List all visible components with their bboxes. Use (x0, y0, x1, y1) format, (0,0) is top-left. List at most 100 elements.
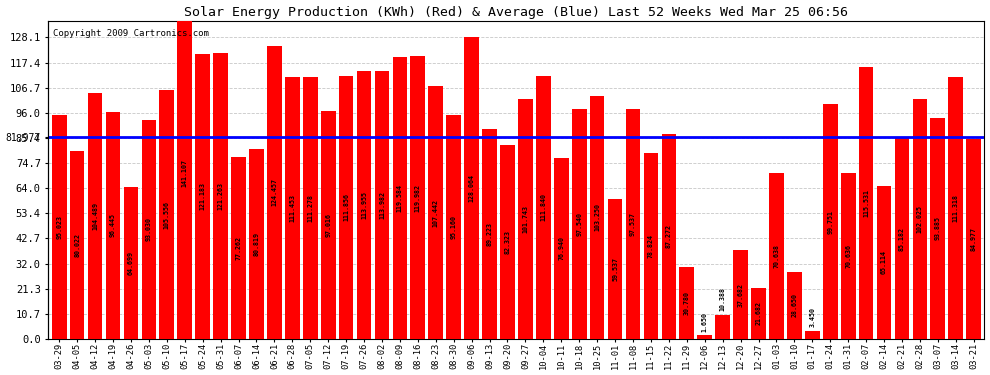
Text: 70.638: 70.638 (773, 244, 779, 268)
Text: 59.537: 59.537 (612, 257, 618, 281)
Bar (231, 157, 246, 339)
Text: 82.323: 82.323 (505, 230, 511, 254)
Bar (787, 272, 802, 339)
Text: 30.780: 30.780 (684, 291, 690, 315)
Bar (267, 46, 282, 339)
Bar (734, 250, 747, 339)
Text: 111.278: 111.278 (307, 194, 313, 222)
Text: 93.885: 93.885 (935, 216, 940, 240)
Text: 95.023: 95.023 (56, 215, 62, 239)
Text: 103.250: 103.250 (594, 204, 600, 231)
Text: 102.025: 102.025 (917, 205, 923, 233)
Bar (124, 187, 139, 339)
Text: 78.824: 78.824 (647, 234, 654, 258)
Text: 128.064: 128.064 (468, 174, 474, 202)
Text: 95.160: 95.160 (450, 215, 456, 239)
Text: 21.682: 21.682 (755, 302, 761, 326)
Bar (429, 86, 444, 339)
Text: 119.982: 119.982 (415, 184, 421, 212)
Text: 107.442: 107.442 (433, 198, 439, 226)
Text: 115.531: 115.531 (863, 189, 869, 217)
Text: 64.699: 64.699 (128, 251, 134, 275)
Bar (374, 70, 389, 339)
Text: 77.262: 77.262 (236, 236, 242, 260)
Bar (446, 115, 461, 339)
Bar (554, 158, 568, 339)
Text: 111.856: 111.856 (344, 194, 349, 221)
Bar (895, 138, 909, 339)
Text: 65.114: 65.114 (881, 251, 887, 274)
Text: 105.556: 105.556 (163, 201, 170, 229)
Text: 111.318: 111.318 (952, 194, 958, 222)
Text: 80.819: 80.819 (253, 232, 259, 256)
Bar (697, 335, 712, 339)
Bar (88, 93, 102, 339)
Text: 87.272: 87.272 (666, 224, 672, 248)
Bar (411, 57, 425, 339)
Bar (321, 111, 336, 339)
Bar (966, 139, 981, 339)
Text: 97.540: 97.540 (576, 212, 582, 236)
Text: 124.457: 124.457 (271, 178, 277, 207)
Bar (303, 77, 318, 339)
Bar (841, 172, 855, 339)
Bar (285, 76, 300, 339)
Text: Copyright 2009 Cartronics.com: Copyright 2009 Cartronics.com (53, 29, 209, 38)
Bar (716, 315, 730, 339)
Bar (177, 7, 192, 339)
Text: 96.445: 96.445 (110, 213, 116, 237)
Title: Solar Energy Production (KWh) (Red) & Average (Blue) Last 52 Weeks Wed Mar 25 06: Solar Energy Production (KWh) (Red) & Av… (184, 6, 848, 18)
Bar (195, 54, 210, 339)
Bar (536, 76, 550, 339)
Bar (679, 267, 694, 339)
Text: 121.183: 121.183 (200, 182, 206, 210)
Bar (948, 77, 963, 339)
Bar (464, 38, 479, 339)
Bar (69, 151, 84, 339)
Bar (159, 90, 174, 339)
Text: 113.955: 113.955 (361, 191, 367, 219)
Bar (913, 99, 928, 339)
Text: 111.840: 111.840 (541, 194, 546, 221)
Text: 121.263: 121.263 (218, 182, 224, 210)
Bar (877, 186, 891, 339)
Bar (608, 199, 623, 339)
Bar (393, 57, 407, 339)
Bar (51, 115, 66, 339)
Text: 89.223: 89.223 (486, 222, 493, 246)
Text: 97.537: 97.537 (630, 212, 636, 236)
Text: 113.982: 113.982 (379, 191, 385, 219)
Bar (590, 96, 605, 339)
Text: 101.743: 101.743 (523, 205, 529, 233)
Bar (858, 67, 873, 339)
Text: 93.030: 93.030 (146, 217, 151, 242)
Text: 3.450: 3.450 (809, 308, 816, 327)
Text: 28.650: 28.650 (791, 293, 797, 317)
Bar (644, 153, 658, 339)
Text: 76.940: 76.940 (558, 236, 564, 260)
Text: 84.977: 84.977 (970, 227, 977, 251)
Text: 111.453: 111.453 (289, 194, 295, 222)
Bar (106, 112, 121, 339)
Bar (751, 288, 766, 339)
Text: 1.650: 1.650 (702, 312, 708, 332)
Bar (769, 172, 784, 339)
Text: 141.107: 141.107 (182, 159, 188, 187)
Bar (572, 110, 586, 339)
Bar (626, 110, 641, 339)
Bar (213, 54, 228, 339)
Bar (823, 104, 838, 339)
Bar (805, 331, 820, 339)
Text: 97.016: 97.016 (325, 213, 332, 237)
Bar (661, 134, 676, 339)
Text: 119.584: 119.584 (397, 184, 403, 212)
Bar (142, 120, 156, 339)
Text: 10.388: 10.388 (720, 287, 726, 311)
Bar (482, 129, 497, 339)
Bar (931, 118, 945, 339)
Text: 37.682: 37.682 (738, 283, 743, 307)
Bar (518, 99, 533, 339)
Bar (500, 145, 515, 339)
Bar (339, 76, 353, 339)
Bar (249, 149, 263, 339)
